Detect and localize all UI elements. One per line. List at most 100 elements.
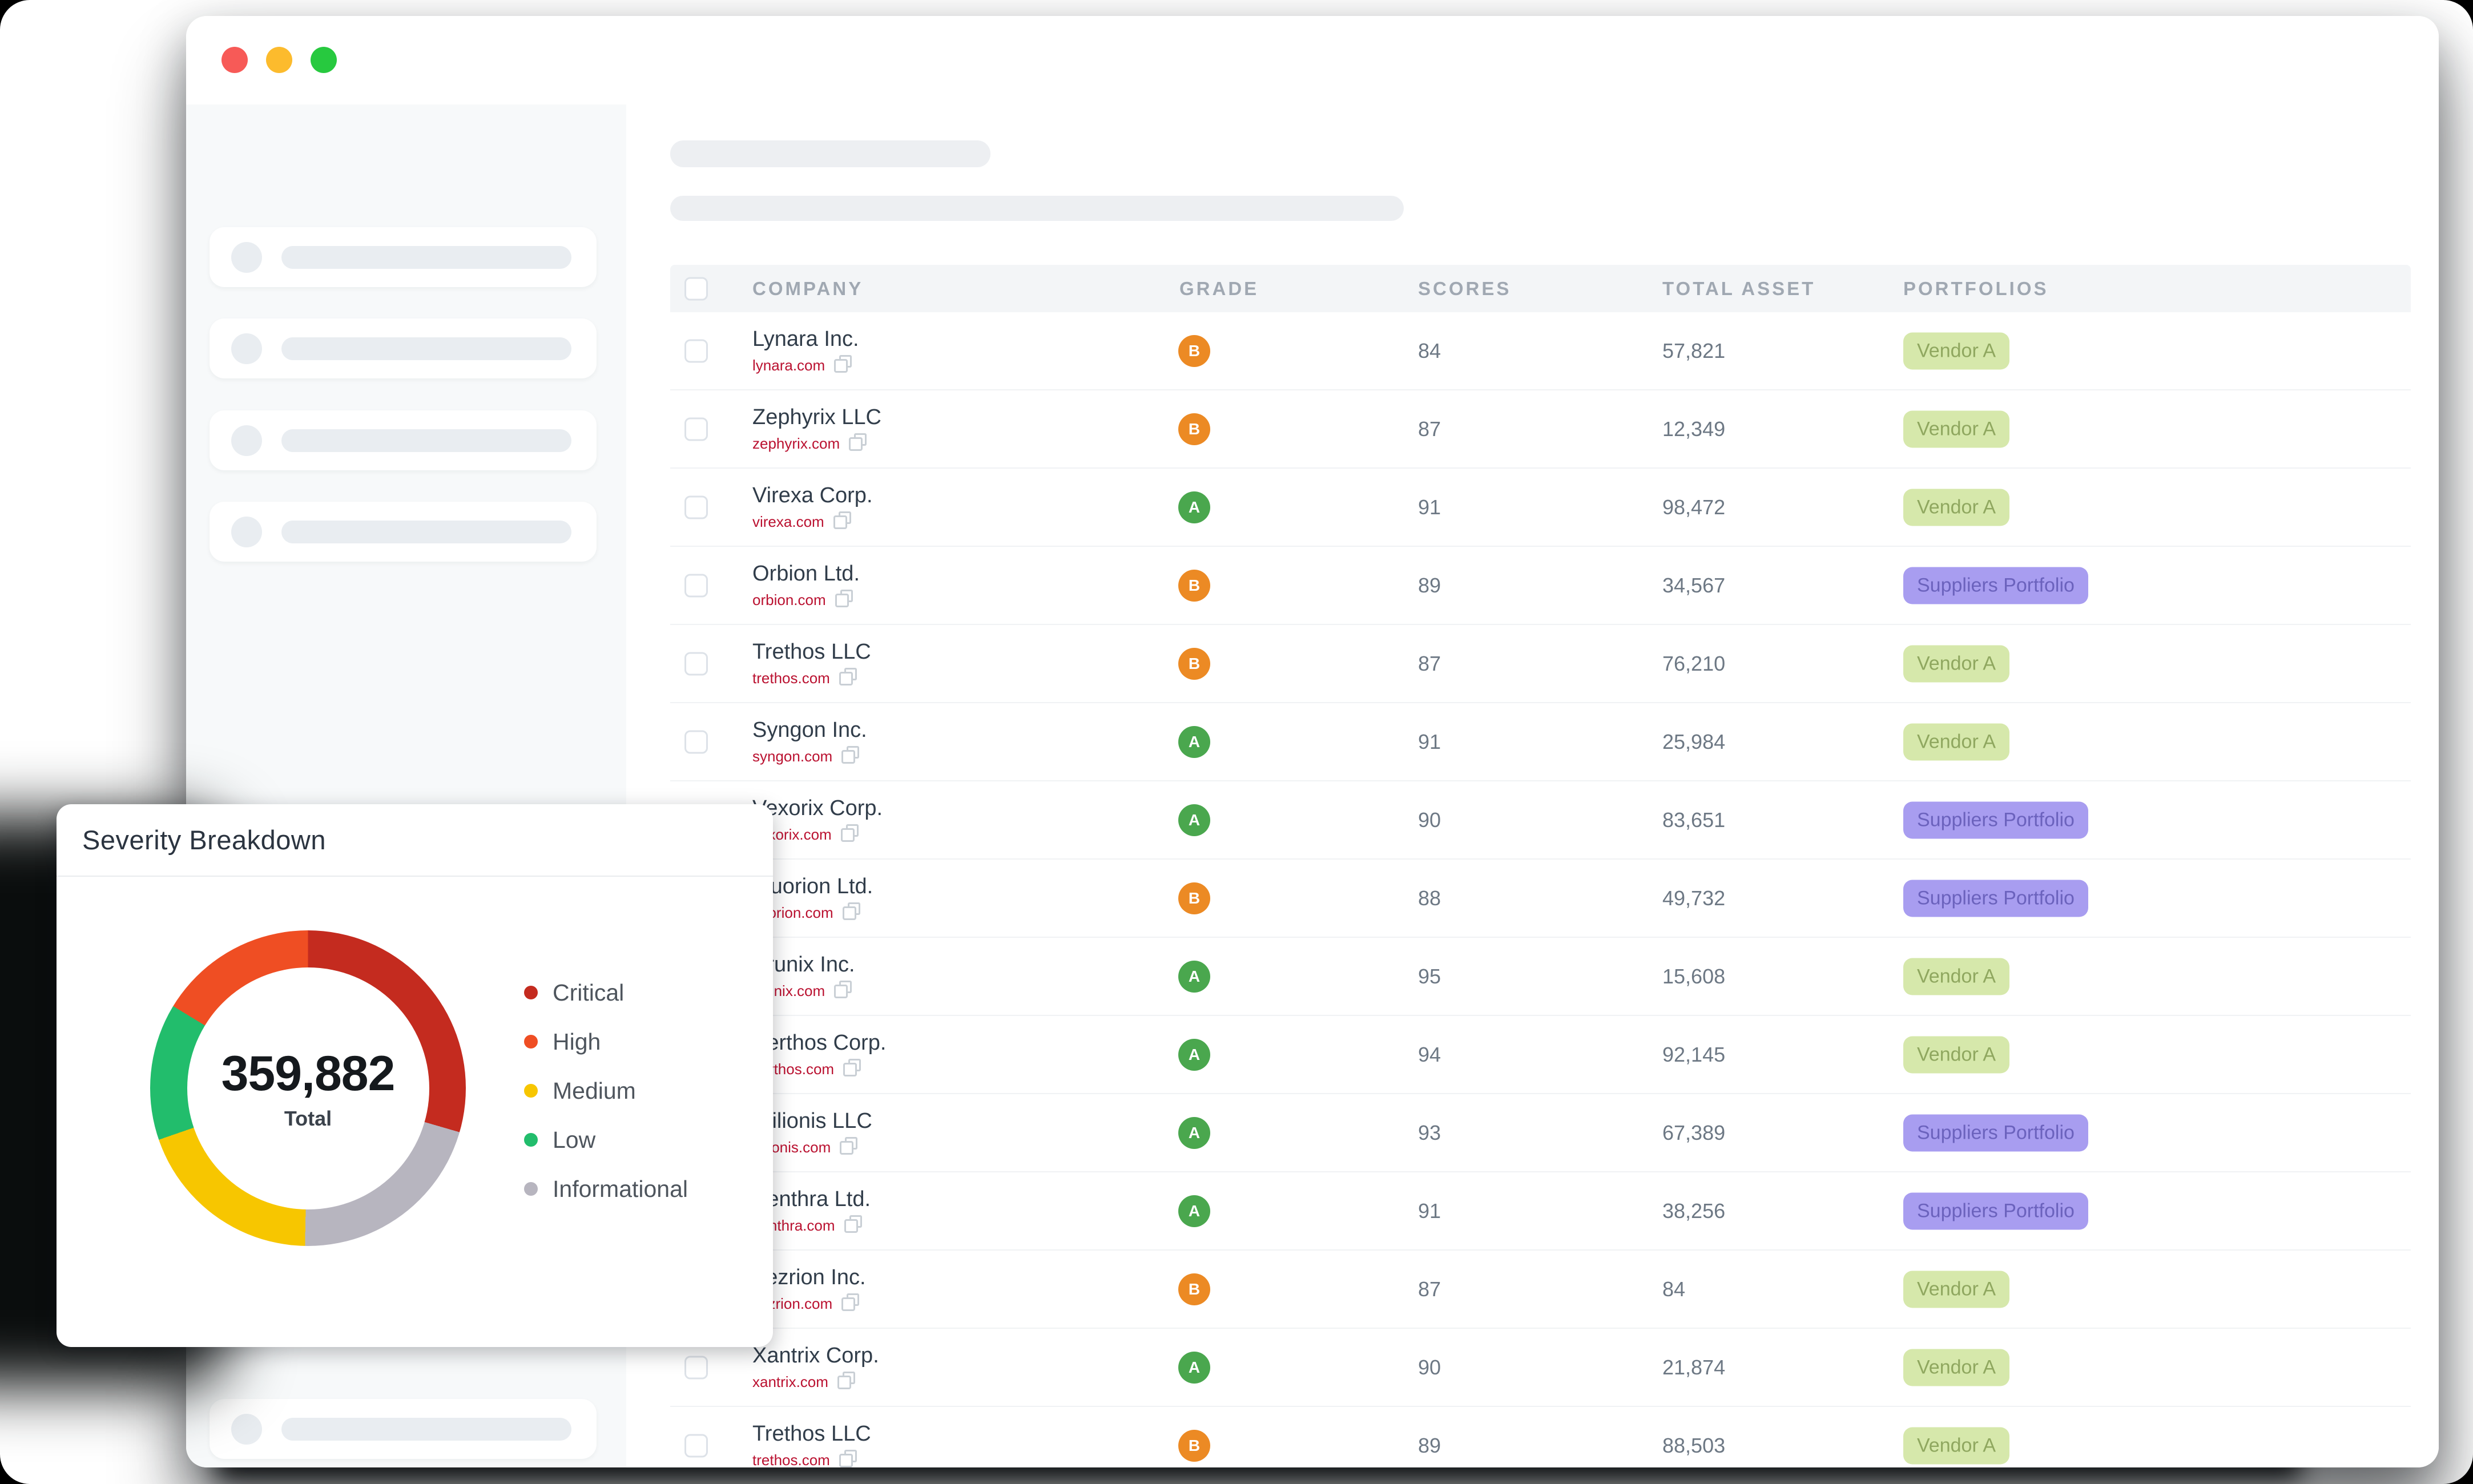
- legend-item: High: [524, 1017, 688, 1066]
- grade-badge: A: [1178, 491, 1210, 523]
- row-checkbox[interactable]: [684, 1434, 708, 1457]
- score-value: 91: [1418, 495, 1441, 519]
- score-value: 87: [1418, 651, 1441, 675]
- company-name: Lynara Inc.: [752, 327, 859, 351]
- company-cell: Trethos LLC trethos.com: [752, 1407, 871, 1467]
- zoom-button[interactable]: [311, 47, 337, 73]
- copy-icon[interactable]: [842, 906, 856, 920]
- portfolio-badge: Vendor A: [1903, 489, 2010, 526]
- copy-icon[interactable]: [843, 1062, 857, 1076]
- company-domain-link[interactable]: syngon.com: [752, 748, 833, 765]
- row-checkbox[interactable]: [684, 495, 708, 519]
- table-header-row: COMPANY GRADE SCORES TOTAL ASSET PORTFOL…: [670, 265, 2411, 312]
- table-row: Vexorix Corp. vexorix.com A 90 83,651 Supplie…: [670, 781, 2411, 860]
- copy-icon[interactable]: [834, 358, 848, 373]
- copy-icon[interactable]: [840, 828, 855, 842]
- copy-icon[interactable]: [837, 1375, 851, 1389]
- legend-item: Critical: [524, 968, 688, 1017]
- company-domain-link[interactable]: trethos.com: [752, 1451, 830, 1467]
- copy-icon[interactable]: [834, 984, 848, 998]
- select-all-checkbox[interactable]: [684, 277, 708, 300]
- company-name: Trethos LLC: [752, 1422, 871, 1446]
- column-header-scores[interactable]: SCORES: [1418, 277, 1512, 299]
- company-domain-link[interactable]: zephyrix.com: [752, 435, 840, 452]
- copy-icon[interactable]: [833, 515, 847, 529]
- portfolio-badge: Vendor A: [1903, 1349, 2010, 1386]
- copy-icon[interactable]: [839, 671, 853, 685]
- score-value: 91: [1418, 729, 1441, 753]
- row-checkbox[interactable]: [684, 339, 708, 362]
- row-checkbox[interactable]: [684, 1356, 708, 1379]
- column-header-total-asset[interactable]: TOTAL ASSET: [1662, 277, 1816, 299]
- row-checkbox[interactable]: [684, 652, 708, 675]
- card-title: Severity Breakdown: [82, 825, 326, 855]
- portfolio-badge: Suppliers Portfolio: [1903, 880, 2088, 917]
- column-header-portfolios[interactable]: PORTFOLIOS: [1903, 277, 2049, 299]
- score-value: 84: [1418, 338, 1441, 362]
- total-asset-value: 76,210: [1662, 651, 1726, 675]
- total-asset-value: 67,389: [1662, 1120, 1726, 1144]
- company-domain-link[interactable]: trethos.com: [752, 670, 830, 687]
- main-content: COMPANY GRADE SCORES TOTAL ASSET PORTFOL…: [626, 104, 2439, 1467]
- row-checkbox[interactable]: [684, 417, 708, 441]
- company-domain-row: xantrix.com: [752, 1373, 879, 1391]
- row-checkbox[interactable]: [684, 730, 708, 753]
- company-cell: Virexa Corp. virexa.com: [752, 469, 873, 546]
- total-asset-value: 92,145: [1662, 1042, 1726, 1066]
- row-checkbox[interactable]: [684, 574, 708, 597]
- skeleton-avatar: [231, 425, 262, 456]
- skeleton-text-bar: [281, 520, 571, 543]
- copy-icon[interactable]: [841, 1297, 856, 1311]
- total-asset-value: 21,874: [1662, 1355, 1726, 1379]
- score-value: 93: [1418, 1120, 1441, 1144]
- copy-icon[interactable]: [844, 1219, 858, 1233]
- total-asset-value: 49,732: [1662, 886, 1726, 910]
- copy-icon[interactable]: [849, 437, 863, 451]
- company-domain-row: zephyrix.com: [752, 435, 881, 453]
- company-domain-link[interactable]: virexa.com: [752, 513, 824, 530]
- table-row: Trethos LLC trethos.com B 89 88,503 Vendor A: [670, 1407, 2411, 1467]
- copy-icon[interactable]: [839, 1453, 853, 1467]
- copy-icon[interactable]: [840, 1140, 854, 1155]
- grade-badge: A: [1178, 1116, 1210, 1149]
- company-name: Trethos LLC: [752, 640, 871, 664]
- skeleton-avatar: [231, 333, 262, 364]
- company-domain-link[interactable]: lynara.com: [752, 357, 825, 374]
- column-header-company[interactable]: COMPANY: [752, 277, 864, 299]
- company-domain-link[interactable]: orbion.com: [752, 591, 826, 608]
- portfolio-badge: Suppliers Portfolio: [1903, 1114, 2088, 1151]
- table-body: Lynara Inc. lynara.com B 84 57,821 Vendor A Ze…: [670, 312, 2411, 1467]
- severity-breakdown-card: Severity Breakdown 359,882 Total Critica…: [57, 804, 773, 1347]
- company-name: Xantrix Corp.: [752, 1344, 879, 1368]
- skeleton-text-bar: [281, 337, 571, 360]
- table-row: Lynara Inc. lynara.com B 84 57,821 Vendor A: [670, 312, 2411, 390]
- company-domain-row: syngon.com: [752, 748, 867, 765]
- close-button[interactable]: [221, 47, 248, 73]
- total-asset-value: 57,821: [1662, 338, 1726, 362]
- company-domain-link[interactable]: xantrix.com: [752, 1373, 828, 1390]
- portfolio-badge: Vendor A: [1903, 410, 2010, 447]
- minimize-button[interactable]: [266, 47, 292, 73]
- company-name: Zephyrix LLC: [752, 405, 881, 429]
- column-header-grade[interactable]: GRADE: [1179, 277, 1259, 299]
- score-value: 89: [1418, 573, 1441, 597]
- portfolio-badge: Suppliers Portfolio: [1903, 567, 2088, 604]
- sidebar-skeleton-item: [210, 410, 597, 470]
- company-domain-row: lynara.com: [752, 357, 859, 374]
- legend-item: Medium: [524, 1066, 688, 1115]
- total-asset-value: 38,256: [1662, 1199, 1726, 1223]
- sidebar-skeleton-item: [210, 1399, 597, 1459]
- app-window: COMPANY GRADE SCORES TOTAL ASSET PORTFOL…: [186, 16, 2439, 1467]
- severity-donut-chart[interactable]: 359,882 Total: [150, 930, 466, 1246]
- table-row: Berthos Corp. berthos.com A 94 92,145 Vendor …: [670, 1016, 2411, 1094]
- legend-dot: [524, 1182, 538, 1196]
- copy-icon[interactable]: [835, 593, 849, 607]
- skeleton-avatar: [231, 241, 262, 273]
- portfolio-badge: Vendor A: [1903, 1427, 2010, 1464]
- copy-icon[interactable]: [841, 749, 856, 764]
- company-cell: Orbion Ltd. orbion.com: [752, 547, 860, 624]
- table-row: Brunix Inc. brunix.com A 95 15,608 Vendor A: [670, 938, 2411, 1016]
- table-row: Penthra Ltd. penthra.com A 91 38,256 Supplier…: [670, 1172, 2411, 1251]
- grade-badge: B: [1178, 413, 1210, 445]
- portfolio-badge: Vendor A: [1903, 332, 2010, 369]
